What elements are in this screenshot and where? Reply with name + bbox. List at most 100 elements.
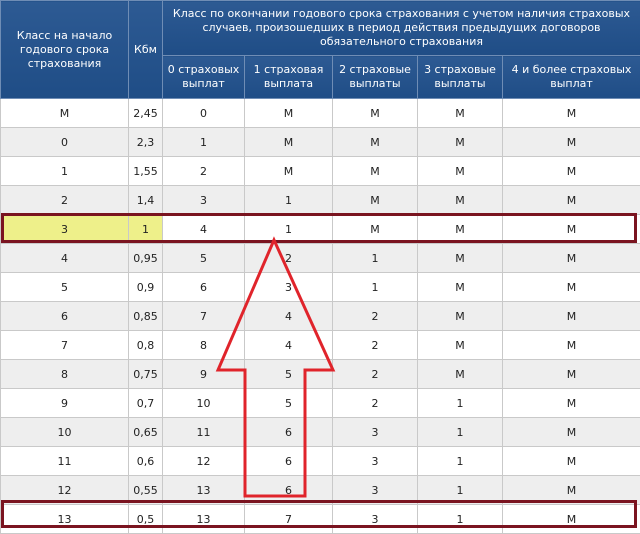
cell-class-0-payouts: 11 xyxy=(163,418,245,447)
cell-class-start: 9 xyxy=(1,389,129,418)
header-1-payout: 1 страховая выплата xyxy=(245,56,333,99)
cell-class-0-payouts: 1 xyxy=(163,128,245,157)
cell-class-2-payouts: М xyxy=(333,186,418,215)
header-kbm: Кбм xyxy=(129,1,163,99)
cell-class-1-payout: М xyxy=(245,157,333,186)
cell-class-start: 6 xyxy=(1,302,129,331)
cell-class-3-payouts: М xyxy=(418,273,503,302)
cell-class-3-payouts: 1 xyxy=(418,389,503,418)
header-class-start: Класс на начало годового срока страхован… xyxy=(1,1,129,99)
cell-kbm: 2,45 xyxy=(129,99,163,128)
cell-class-3-payouts: 1 xyxy=(418,418,503,447)
cell-kbm: 0,9 xyxy=(129,273,163,302)
cell-class-2-payouts: М xyxy=(333,157,418,186)
cell-class-4plus-payouts: М xyxy=(503,302,640,331)
cell-class-1-payout: М xyxy=(245,99,333,128)
cell-class-0-payouts: 7 xyxy=(163,302,245,331)
cell-class-3-payouts: М xyxy=(418,331,503,360)
cell-class-start: 1 xyxy=(1,157,129,186)
cell-class-4plus-payouts: М xyxy=(503,447,640,476)
cell-class-start: 11 xyxy=(1,447,129,476)
cell-class-3-payouts: М xyxy=(418,244,503,273)
cell-class-2-payouts: М xyxy=(333,99,418,128)
cell-class-start: 5 xyxy=(1,273,129,302)
cell-class-1-payout: 6 xyxy=(245,447,333,476)
cell-class-0-payouts: 8 xyxy=(163,331,245,360)
header-4plus-payouts: 4 и более страховых выплат xyxy=(503,56,640,99)
cell-kbm: 0,75 xyxy=(129,360,163,389)
cell-class-3-payouts: 1 xyxy=(418,447,503,476)
cell-class-start: 4 xyxy=(1,244,129,273)
cell-class-start: 2 xyxy=(1,186,129,215)
cell-class-4plus-payouts: М xyxy=(503,418,640,447)
cell-class-start: 8 xyxy=(1,360,129,389)
cell-class-4plus-payouts: М xyxy=(503,244,640,273)
cell-class-start: 0 xyxy=(1,128,129,157)
cell-class-1-payout: 4 xyxy=(245,331,333,360)
cell-class-2-payouts: 1 xyxy=(333,244,418,273)
cell-kbm: 0,95 xyxy=(129,244,163,273)
cell-class-1-payout: 3 xyxy=(245,273,333,302)
cell-class-3-payouts: М xyxy=(418,186,503,215)
header-class-end-group: Класс по окончании годового срока страхо… xyxy=(163,1,640,56)
cell-class-3-payouts: М xyxy=(418,128,503,157)
cell-kbm: 0,65 xyxy=(129,418,163,447)
cell-class-1-payout: М xyxy=(245,128,333,157)
cell-class-4plus-payouts: М xyxy=(503,331,640,360)
cell-class-start: 10 xyxy=(1,418,129,447)
cell-class-2-payouts: 3 xyxy=(333,418,418,447)
highlight-box-class-3 xyxy=(1,213,637,243)
cell-class-0-payouts: 12 xyxy=(163,447,245,476)
cell-class-1-payout: 5 xyxy=(245,389,333,418)
cell-kbm: 0,8 xyxy=(129,331,163,360)
highlight-box-class-13 xyxy=(1,500,637,528)
cell-class-0-payouts: 5 xyxy=(163,244,245,273)
cell-class-1-payout: 4 xyxy=(245,302,333,331)
cell-class-4plus-payouts: М xyxy=(503,186,640,215)
cell-class-2-payouts: 2 xyxy=(333,389,418,418)
header-3-payouts: 3 страховые выплаты xyxy=(418,56,503,99)
cell-kbm: 0,6 xyxy=(129,447,163,476)
cell-class-3-payouts: М xyxy=(418,302,503,331)
cell-class-3-payouts: М xyxy=(418,99,503,128)
cell-class-0-payouts: 10 xyxy=(163,389,245,418)
header-0-payouts: 0 страховых выплат xyxy=(163,56,245,99)
header-2-payouts: 2 страховые выплаты xyxy=(333,56,418,99)
cell-class-1-payout: 1 xyxy=(245,186,333,215)
cell-kbm: 0,85 xyxy=(129,302,163,331)
cell-class-2-payouts: 2 xyxy=(333,302,418,331)
cell-kbm: 1,55 xyxy=(129,157,163,186)
cell-class-4plus-payouts: М xyxy=(503,157,640,186)
cell-class-2-payouts: 1 xyxy=(333,273,418,302)
cell-class-4plus-payouts: М xyxy=(503,273,640,302)
cell-class-1-payout: 6 xyxy=(245,418,333,447)
cell-class-3-payouts: М xyxy=(418,360,503,389)
cell-class-2-payouts: М xyxy=(333,128,418,157)
cell-class-2-payouts: 2 xyxy=(333,360,418,389)
cell-class-0-payouts: 0 xyxy=(163,99,245,128)
cell-class-2-payouts: 2 xyxy=(333,331,418,360)
cell-class-1-payout: 5 xyxy=(245,360,333,389)
cell-class-1-payout: 2 xyxy=(245,244,333,273)
cell-kbm: 1,4 xyxy=(129,186,163,215)
cell-class-0-payouts: 9 xyxy=(163,360,245,389)
cell-class-0-payouts: 6 xyxy=(163,273,245,302)
cell-kbm: 2,3 xyxy=(129,128,163,157)
cell-class-4plus-payouts: М xyxy=(503,99,640,128)
cell-class-start: М xyxy=(1,99,129,128)
cell-kbm: 0,7 xyxy=(129,389,163,418)
cell-class-start: 7 xyxy=(1,331,129,360)
